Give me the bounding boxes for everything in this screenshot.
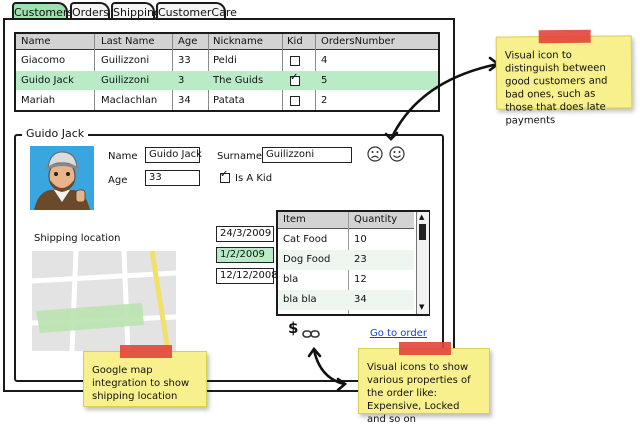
- note-map-text: Google map integration to show shipping …: [92, 365, 190, 402]
- cell-name: Guido Jack: [21, 75, 74, 86]
- cell-item: Cat Food: [283, 234, 328, 245]
- tab-shipping-label: Shipping: [113, 6, 161, 19]
- cell-age: 33: [178, 55, 191, 66]
- cell-name: Mariah: [21, 95, 56, 106]
- tab-orders[interactable]: Orders: [70, 2, 110, 20]
- cell-item: bla bla: [283, 294, 317, 305]
- cell-nickname: Peldi: [213, 55, 237, 66]
- note-order-icons: Visual icons to show various properties …: [358, 342, 490, 425]
- table-header: Name Last Name Age Nickname Kid OrdersNu…: [16, 34, 438, 50]
- column-header-nickname[interactable]: Nickname: [213, 36, 263, 47]
- cell-quantity: 23: [354, 254, 367, 265]
- surname-field[interactable]: Guilizzoni: [262, 147, 352, 163]
- tab-customercare[interactable]: CustomerCare: [156, 2, 237, 20]
- tab-customers[interactable]: Customers: [12, 2, 73, 20]
- age-label: Age: [108, 175, 128, 186]
- kid-checkbox[interactable]: [290, 56, 300, 66]
- cell-nickname: The Guids: [213, 75, 264, 86]
- order-item-row[interactable]: Cat Food 10: [278, 230, 414, 250]
- is-a-kid-label: Is A Kid: [235, 173, 273, 184]
- order-item-row[interactable]: bla 12: [278, 270, 414, 290]
- cell-quantity: 34: [354, 294, 367, 305]
- column-header-orders-number[interactable]: OrdersNumber: [321, 36, 395, 47]
- column-header-kid[interactable]: Kid: [287, 36, 303, 47]
- cell-name: Giacomo: [21, 55, 66, 66]
- cell-last-name: Guilizzoni: [101, 75, 150, 86]
- tab-customercare-label: CustomerCare: [158, 6, 237, 19]
- kid-checkbox[interactable]: [290, 96, 300, 106]
- order-date-item-selected[interactable]: 1/2/2009: [216, 247, 274, 263]
- order-item-row[interactable]: Dog Food 23: [278, 250, 414, 270]
- note-customer-icon: Visual icon to distinguish between good …: [495, 29, 633, 127]
- scroll-down-arrow-icon[interactable]: ▼: [419, 303, 425, 311]
- age-field[interactable]: 33: [145, 170, 200, 186]
- column-header-age[interactable]: Age: [178, 36, 198, 47]
- note-map: Google map integration to show shipping …: [83, 345, 207, 407]
- cell-orders-number: 5: [321, 75, 328, 86]
- cell-last-name: Maclachlan: [101, 95, 158, 106]
- order-item-row[interactable]: bla bla 34: [278, 290, 414, 310]
- cell-quantity: 10: [354, 234, 367, 245]
- shipping-map[interactable]: [31, 250, 177, 352]
- dollar-icon: $: [288, 319, 299, 337]
- avatar: [30, 146, 94, 210]
- column-header-last-name[interactable]: Last Name: [101, 36, 155, 47]
- order-items-scrollbar[interactable]: ▲ ▼: [416, 212, 429, 314]
- table-row-selected[interactable]: Guido Jack Guilizzoni 3 The Guids 5: [16, 71, 438, 90]
- cell-item: bla: [283, 274, 299, 285]
- detail-legend: Guido Jack: [22, 127, 89, 140]
- customer-detail-panel: [14, 134, 444, 382]
- tape: [538, 29, 591, 44]
- order-date-item[interactable]: 24/3/2009: [216, 226, 274, 242]
- table-row[interactable]: Giacomo Guilizzoni 33 Peldi 4: [16, 51, 438, 70]
- sad-face-icon[interactable]: [367, 146, 383, 162]
- table-row[interactable]: Mariah Maclachlan 34 Patata 2: [16, 91, 438, 110]
- name-label: Name: [108, 151, 138, 162]
- tab-orders-label: Orders: [72, 6, 109, 19]
- surname-label: Surname: [217, 151, 262, 162]
- tab-shipping[interactable]: Shipping: [111, 2, 161, 20]
- cell-age: 3: [178, 75, 185, 86]
- tab-customers-label: Customers: [14, 6, 74, 19]
- scroll-up-arrow-icon[interactable]: ▲: [419, 213, 425, 221]
- tape: [399, 342, 451, 355]
- order-items-header: Item Quantity: [278, 212, 414, 229]
- cell-age: 34: [178, 95, 191, 106]
- cell-orders-number: 4: [321, 55, 328, 66]
- name-field[interactable]: Guido Jack: [145, 147, 202, 163]
- tape: [120, 345, 172, 358]
- go-to-order-link[interactable]: Go to order: [370, 328, 427, 339]
- order-items-table: Item Quantity Cat Food 10 Dog Food 23 bl…: [276, 210, 430, 316]
- cell-item: Dog Food: [283, 254, 331, 265]
- cell-orders-number: 2: [321, 95, 328, 106]
- chain-lock-icon: [302, 324, 320, 338]
- customers-table: Name Last Name Age Nickname Kid OrdersNu…: [14, 32, 440, 112]
- note-order-icons-text: Visual icons to show various properties …: [367, 362, 471, 425]
- scroll-thumb[interactable]: [419, 224, 426, 240]
- cell-quantity: 12: [354, 274, 367, 285]
- cell-nickname: Patata: [213, 95, 245, 106]
- column-header-name[interactable]: Name: [21, 36, 51, 47]
- order-date-item[interactable]: 12/12/2008: [216, 268, 278, 284]
- is-a-kid-checkbox[interactable]: [220, 169, 230, 183]
- kid-checkbox[interactable]: [290, 72, 300, 86]
- column-header-item[interactable]: Item: [283, 214, 306, 225]
- column-header-quantity[interactable]: Quantity: [354, 214, 398, 225]
- happy-face-icon[interactable]: [389, 146, 405, 162]
- shipping-location-label: Shipping location: [34, 233, 121, 244]
- cell-last-name: Guilizzoni: [101, 55, 150, 66]
